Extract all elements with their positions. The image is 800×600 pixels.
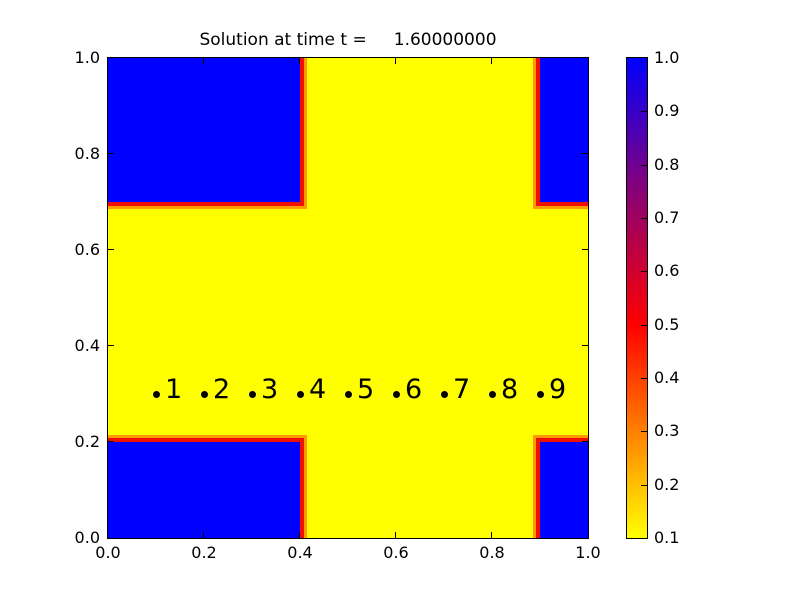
x-tick-mark bbox=[395, 532, 396, 538]
y-tick-mark bbox=[582, 345, 588, 346]
probe-point-label: 9 bbox=[549, 374, 567, 405]
y-tick-mark bbox=[582, 249, 588, 250]
probe-point-label: 7 bbox=[453, 374, 471, 405]
probe-point-marker bbox=[344, 390, 352, 398]
x-tick-label: 1.0 bbox=[575, 543, 601, 562]
high-value-region bbox=[108, 442, 300, 538]
y-tick-label: 0.2 bbox=[74, 432, 100, 451]
probe-point-label: 5 bbox=[357, 374, 375, 405]
colorbar-tick-mark bbox=[641, 431, 647, 432]
probe-point-marker bbox=[536, 390, 544, 398]
colorbar bbox=[626, 57, 648, 539]
x-tick-mark bbox=[299, 58, 300, 64]
high-value-region bbox=[540, 58, 588, 202]
colorbar-tick-mark bbox=[641, 111, 647, 112]
probe-point-marker bbox=[152, 390, 160, 398]
y-tick-mark bbox=[582, 441, 588, 442]
x-tick-mark bbox=[299, 532, 300, 538]
y-tick-label: 0.0 bbox=[74, 528, 100, 547]
probe-point-label: 6 bbox=[405, 374, 423, 405]
probe-point-marker bbox=[248, 390, 256, 398]
x-tick-mark bbox=[203, 532, 204, 538]
high-value-region bbox=[108, 58, 300, 202]
probe-point-label: 4 bbox=[309, 374, 327, 405]
colorbar-tick-mark bbox=[641, 271, 647, 272]
colorbar-tick-label: 0.8 bbox=[654, 154, 680, 174]
high-value-region bbox=[540, 442, 588, 538]
x-tick-label: 0.2 bbox=[191, 543, 217, 562]
colorbar-tick-label: 1.0 bbox=[654, 48, 680, 67]
probe-point-label: 1 bbox=[165, 374, 183, 405]
probe-point-label: 8 bbox=[501, 374, 519, 405]
colorbar-tick-label: 0.3 bbox=[654, 421, 680, 441]
colorbar-tick-label: 0.4 bbox=[654, 368, 680, 387]
colorbar-tick-label: 0.1 bbox=[654, 528, 680, 547]
y-tick-label: 0.4 bbox=[74, 336, 100, 355]
colorbar-tick-mark bbox=[641, 325, 647, 326]
probe-point-marker bbox=[200, 390, 208, 398]
probe-point-marker bbox=[488, 390, 496, 398]
colorbar-tick-mark bbox=[641, 218, 647, 219]
colorbar-tick-mark bbox=[641, 485, 647, 486]
x-tick-mark bbox=[395, 58, 396, 64]
y-tick-mark bbox=[108, 441, 114, 442]
x-tick-mark bbox=[491, 58, 492, 64]
x-tick-mark bbox=[491, 532, 492, 538]
colorbar-tick-label: 0.5 bbox=[654, 314, 680, 334]
probe-point-marker bbox=[440, 390, 448, 398]
y-tick-label: 0.8 bbox=[74, 144, 100, 163]
colorbar-tick-label: 0.2 bbox=[654, 474, 680, 494]
colorbar-tick-label: 0.9 bbox=[654, 101, 680, 121]
y-tick-label: 0.6 bbox=[74, 240, 100, 259]
probe-point-label: 3 bbox=[261, 374, 279, 405]
colorbar-tick-label: 0.6 bbox=[654, 261, 680, 281]
x-tick-mark bbox=[203, 58, 204, 64]
y-tick-mark bbox=[108, 345, 114, 346]
y-tick-mark bbox=[108, 153, 114, 154]
x-tick-label: 0.0 bbox=[95, 543, 121, 562]
probe-point-marker bbox=[296, 390, 304, 398]
y-tick-label: 1.0 bbox=[74, 48, 100, 67]
x-tick-label: 0.4 bbox=[287, 543, 313, 562]
colorbar-tick-mark bbox=[641, 165, 647, 166]
x-tick-label: 0.8 bbox=[479, 543, 505, 562]
x-tick-label: 0.6 bbox=[383, 543, 409, 562]
y-tick-mark bbox=[108, 249, 114, 250]
colorbar-tick-mark bbox=[641, 378, 647, 379]
colorbar-tick-label: 0.7 bbox=[654, 208, 680, 227]
y-tick-mark bbox=[582, 153, 588, 154]
probe-point-marker bbox=[392, 390, 400, 398]
chart-title: Solution at time t = 1.60000000 bbox=[199, 30, 497, 50]
probe-point-label: 2 bbox=[213, 374, 231, 405]
